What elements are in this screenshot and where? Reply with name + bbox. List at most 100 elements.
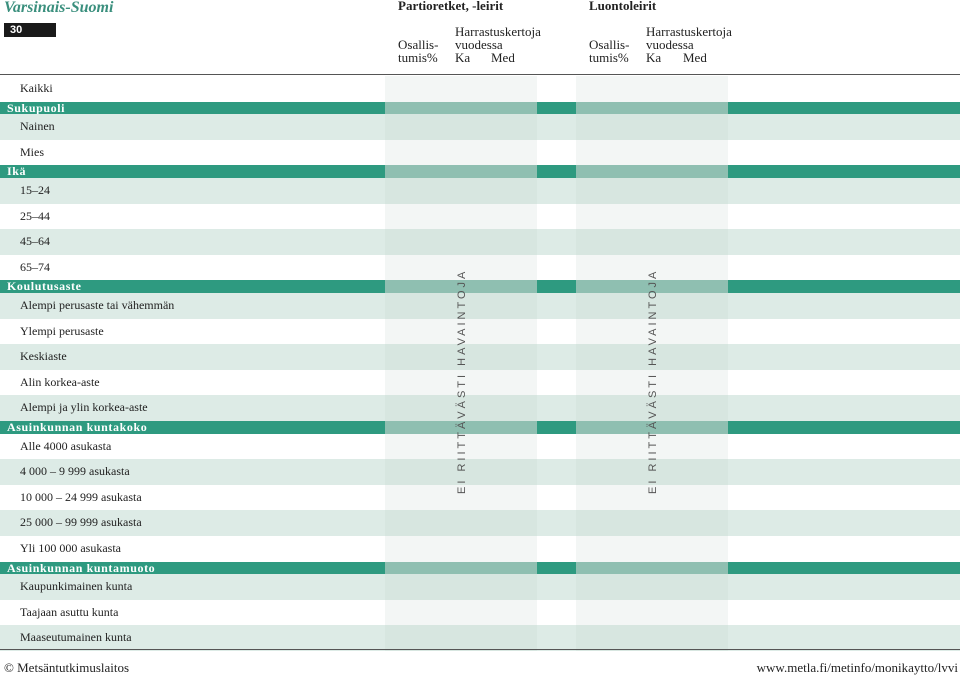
row-label: 10 000 – 24 999 asukasta: [20, 489, 142, 504]
data-cell: [385, 254, 537, 281]
row-label: Nainen: [20, 119, 55, 134]
data-cell: [576, 318, 728, 345]
data-cell: [576, 344, 728, 370]
data-cell: [385, 395, 537, 421]
section-header-row: Koulutusaste: [0, 280, 960, 293]
row-label: 65–74: [20, 259, 50, 274]
ka-header-2: Ka: [646, 50, 662, 65]
table-row: 45–64: [0, 229, 960, 255]
table-row: Nainen: [0, 114, 960, 140]
section-data-cell: [576, 280, 728, 293]
row-label: 25 000 – 99 999 asukasta: [20, 515, 142, 530]
data-cell: [385, 293, 537, 319]
no-data-notice-1: EI RIITTÄVÄSTI HAVAINTOJA: [456, 268, 468, 494]
header-rule: [0, 74, 960, 75]
table-row: 15–24: [0, 178, 960, 204]
data-cell: [385, 76, 537, 102]
row-label: Keskiaste: [20, 349, 67, 364]
section-header-row: Asuinkunnan kuntamuoto: [0, 560, 960, 575]
section-data-cell: [385, 421, 537, 434]
data-cell: [385, 484, 537, 511]
section-label: Asuinkunnan kuntakoko: [7, 420, 148, 434]
row-label: 25–44: [20, 208, 50, 223]
region-title: Varsinais-Suomi: [4, 0, 114, 16]
data-cell: [385, 344, 537, 370]
section-header-row: Ikä: [0, 165, 960, 178]
data-cell: [576, 510, 728, 536]
data-cell: [385, 510, 537, 536]
table-row: Ylempi perusaste: [0, 318, 960, 345]
ka-header-1: Ka: [455, 50, 471, 65]
table-row: 10 000 – 24 999 asukasta: [0, 484, 960, 511]
table-row: Yli 100 000 asukasta: [0, 536, 960, 562]
med-header-1: Med: [491, 50, 515, 65]
section-header-row: Sukupuoli: [0, 100, 960, 115]
no-data-notice-2: EI RIITTÄVÄSTI HAVAINTOJA: [647, 268, 659, 494]
data-cell: [576, 599, 728, 626]
table-row: Keskiaste: [0, 344, 960, 370]
frequency-header-2: Harrastuskertoja vuodessa: [646, 24, 732, 52]
row-label: 4 000 – 9 999 asukasta: [20, 464, 130, 479]
data-cell: [576, 254, 728, 281]
page-header: Varsinais-Suomi 30 Partioretket, -leirit…: [0, 0, 960, 75]
section-label: Ikä: [7, 164, 27, 179]
data-cell: [576, 139, 728, 166]
data-cell: [385, 114, 537, 140]
data-cell: [385, 536, 537, 562]
participation-header-1: Osallis- tumis%: [398, 37, 439, 65]
data-cell: [576, 459, 728, 485]
group-title-luontoleirit: Luontoleirit: [589, 0, 657, 13]
data-cell: [576, 114, 728, 140]
table-row: Alle 4000 asukasta: [0, 433, 960, 460]
data-cell: [385, 459, 537, 485]
table-row: Alin korkea-aste: [0, 369, 960, 396]
table-row: 25 000 – 99 999 asukasta: [0, 510, 960, 536]
data-cell: [576, 293, 728, 319]
data-cell: [385, 599, 537, 626]
section-data-cell: [576, 561, 728, 575]
section-data-cell: [576, 421, 728, 434]
page-number-badge: 30: [4, 23, 56, 37]
section-label: Sukupuoli: [7, 100, 66, 115]
table-row: Kaikki: [0, 76, 960, 102]
section-data-cell: [576, 101, 728, 115]
section-data-cell: [385, 101, 537, 115]
row-label: Alempi perusaste tai vähemmän: [20, 298, 175, 312]
data-cell: [385, 229, 537, 255]
data-cell: [576, 625, 728, 651]
table-row: Mies: [0, 139, 960, 166]
med-header-2: Med: [683, 50, 707, 65]
row-label: Ylempi perusaste: [20, 323, 104, 338]
section-data-cell: [385, 280, 537, 293]
table-row: 25–44: [0, 203, 960, 230]
table-row: Kaupunkimainen kunta: [0, 574, 960, 600]
section-label: Asuinkunnan kuntamuoto: [7, 560, 156, 575]
row-label: Maaseutumainen kunta: [20, 630, 132, 645]
data-cell: [385, 369, 537, 396]
data-cell: [576, 369, 728, 396]
section-data-cell: [385, 165, 537, 178]
data-cell: [385, 625, 537, 651]
section-data-cell: [576, 165, 728, 178]
row-label: Kaikki: [20, 81, 53, 95]
data-cell: [576, 203, 728, 230]
table-row: 4 000 – 9 999 asukasta: [0, 459, 960, 485]
row-label: Yli 100 000 asukasta: [20, 541, 121, 555]
data-cell: [385, 178, 537, 204]
row-label: Taajaan asuttu kunta: [20, 604, 119, 619]
footer-copyright: © Metsäntutkimuslaitos: [4, 660, 130, 675]
frequency-header-1: Harrastuskertoja vuodessa: [455, 24, 541, 52]
table-row: 65–74: [0, 254, 960, 281]
row-label: Mies: [20, 144, 44, 159]
data-cell: [576, 536, 728, 562]
data-cell: [385, 574, 537, 600]
row-label: Alempi ja ylin korkea-aste: [20, 400, 148, 415]
row-label: Kaupunkimainen kunta: [20, 579, 133, 594]
data-cell: [576, 76, 728, 102]
section-data-cell: [385, 561, 537, 575]
data-cell: [576, 433, 728, 460]
data-cell: [576, 229, 728, 255]
row-label: 15–24: [20, 183, 50, 197]
data-cell: [385, 203, 537, 230]
data-cell: [576, 484, 728, 511]
